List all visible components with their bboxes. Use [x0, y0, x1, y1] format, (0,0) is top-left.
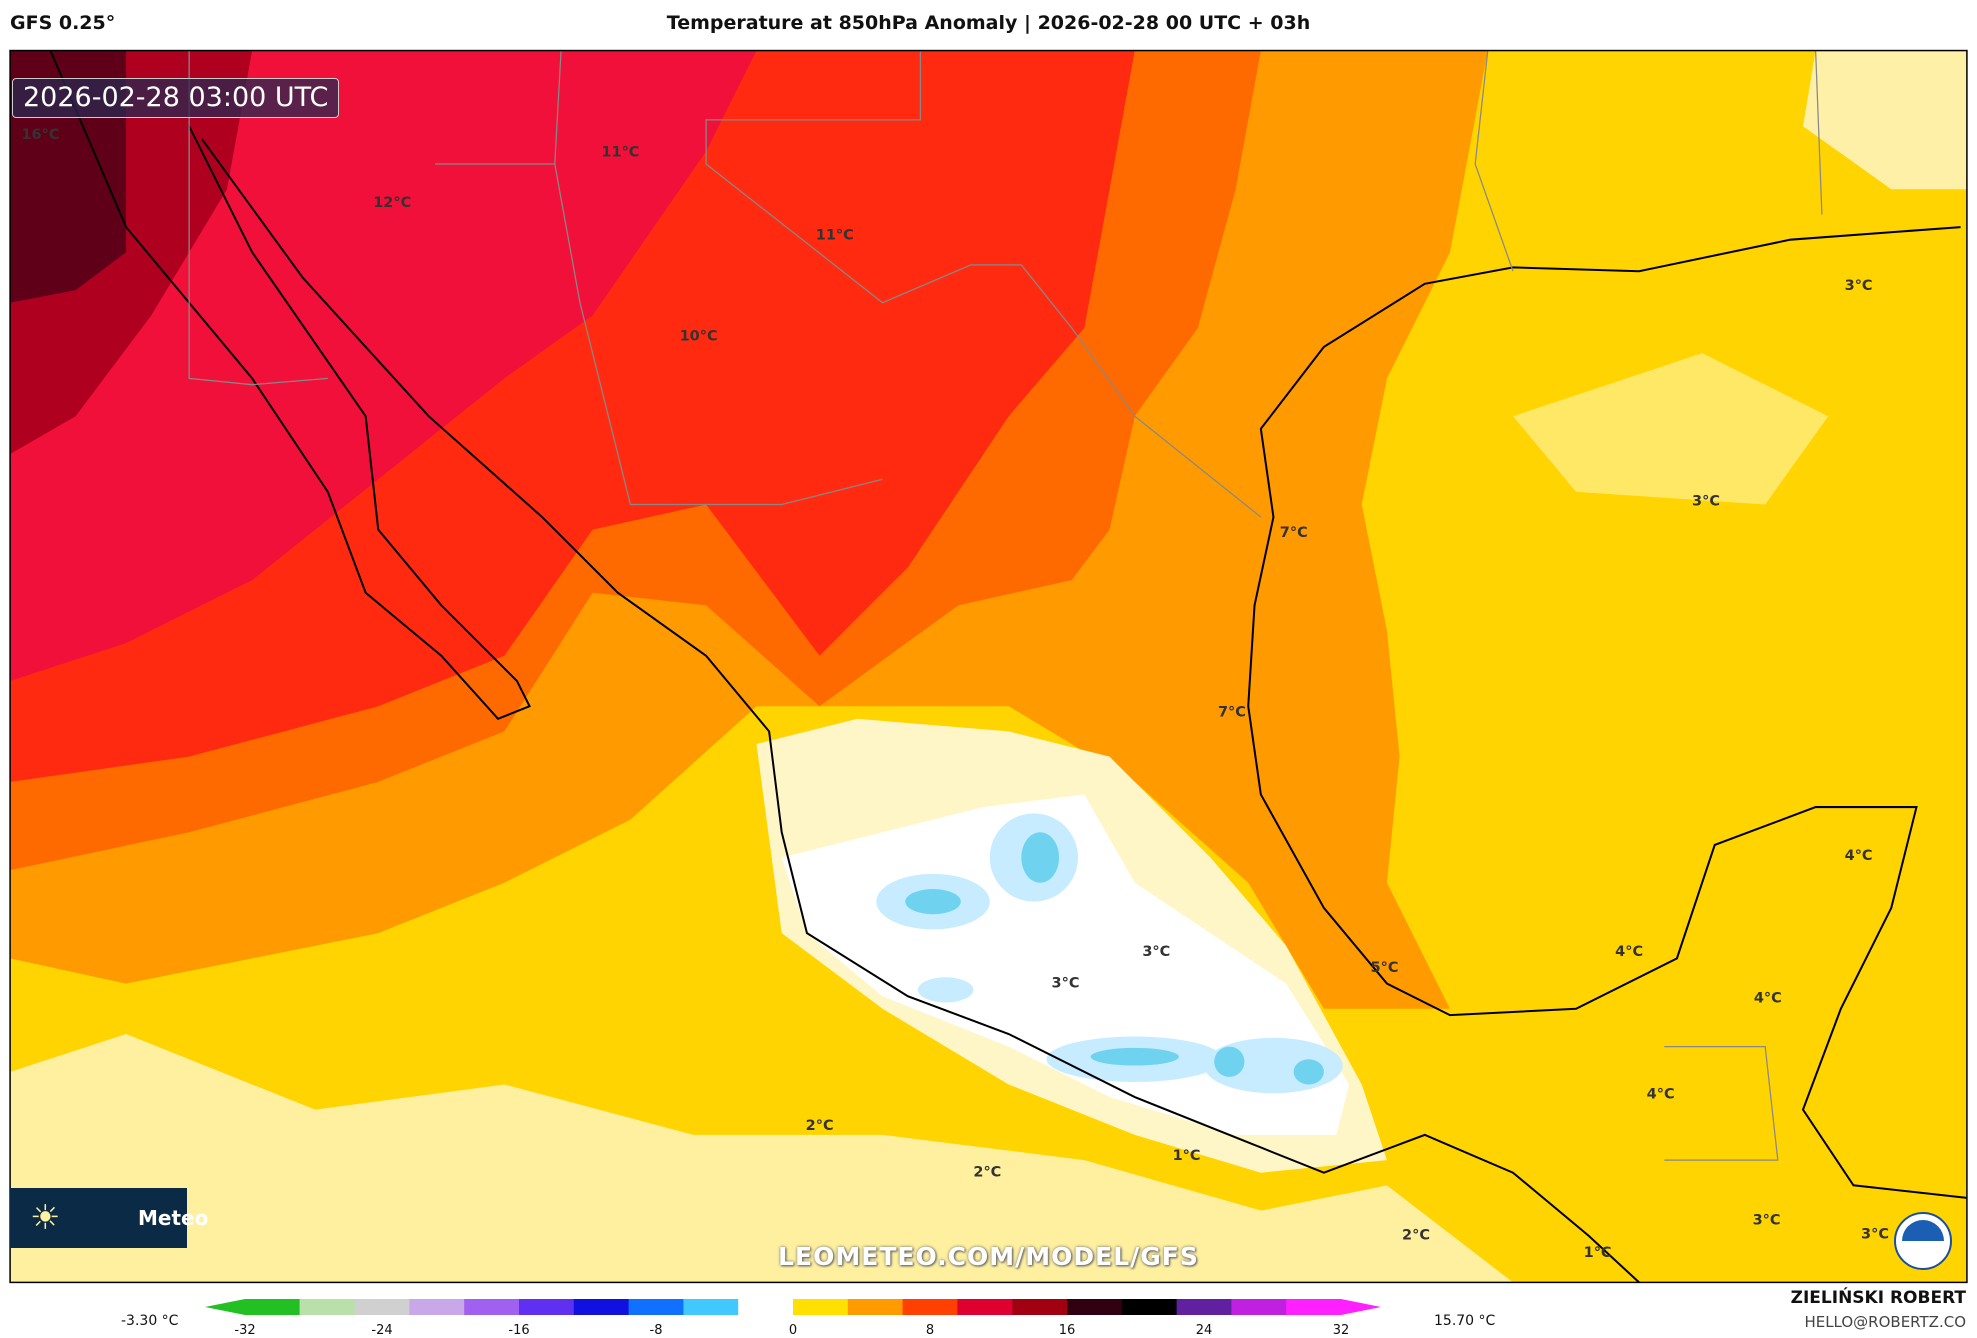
colorbar-segment — [847, 1299, 904, 1315]
contour-labels: 16°C 12°C 11°C 11°C 10°C 3°C 3°C 7°C 7°C… — [21, 127, 1889, 1261]
contour-label: 11°C — [816, 228, 854, 244]
contour-label: 1°C — [1584, 1245, 1612, 1261]
colorbar-tick-label: 32 — [1332, 1323, 1350, 1338]
colorbar-segment — [573, 1299, 630, 1315]
contour-label: 7°C — [1218, 704, 1246, 720]
colorbar — [205, 1299, 1381, 1315]
colorbar-tick-label: 24 — [1195, 1323, 1213, 1338]
gulf-coast — [1247, 226, 1967, 1199]
field-pale-ne — [1803, 50, 1967, 190]
contour-label: 3°C — [1861, 1226, 1889, 1242]
colorbar-segment — [354, 1299, 410, 1315]
contour-label: 2°C — [1402, 1228, 1430, 1244]
colorbar-segment — [1121, 1299, 1178, 1315]
colorbar-max-label: 15.70 °C — [1434, 1313, 1496, 1329]
logo-text: Meteo — [138, 1206, 209, 1230]
pacific-coast — [541, 516, 1640, 1283]
colorbar-tick-label: 8 — [925, 1323, 935, 1338]
contour-label: 16°C — [21, 127, 59, 143]
contour-label: 4°C — [1615, 944, 1643, 960]
colorbar-segment — [1012, 1299, 1068, 1315]
contour-label: 7°C — [1280, 525, 1308, 541]
colorbar-segment — [683, 1299, 739, 1315]
colorbar-segment — [1067, 1299, 1123, 1315]
contour-label: 3°C — [1753, 1212, 1781, 1228]
watermark: LEOMETEO.COM/MODEL/GFS — [778, 1242, 1199, 1271]
colorbar-tick-label: -32 — [234, 1323, 256, 1338]
colorbar-segment — [205, 1299, 300, 1315]
field-cyan-patches — [905, 832, 1324, 1085]
contour-label: 3°C — [1692, 494, 1720, 510]
contour-label: 12°C — [373, 195, 411, 211]
valid-time-badge: 2026-02-28 03:00 UTC — [12, 78, 340, 118]
colorbar-segment — [738, 1299, 794, 1315]
noaa-logo-icon — [1894, 1212, 1952, 1270]
contour-label: 11°C — [601, 144, 639, 160]
contour-label: 10°C — [680, 329, 718, 345]
colorbar-tick-label: -24 — [371, 1323, 393, 1338]
map-frame — [9, 49, 1968, 1284]
contour-label: 4°C — [1647, 1086, 1675, 1102]
coastlines — [49, 50, 1967, 1283]
contour-label: 4°C — [1754, 990, 1782, 1006]
colorbar-segment — [519, 1299, 575, 1315]
colorbar-tick-label: -8 — [649, 1323, 663, 1338]
colorbar-segment — [628, 1299, 684, 1315]
gulf-california-coast — [200, 138, 543, 518]
colorbar-tick-label: 16 — [1058, 1323, 1076, 1338]
contour-label: 3°C — [1142, 944, 1170, 960]
contour-label: 2°C — [806, 1118, 834, 1134]
colorbar-segment — [902, 1299, 958, 1315]
borders — [188, 50, 1823, 1161]
contour-label: 4°C — [1845, 848, 1873, 864]
colorbar-tick-label: 0 — [788, 1323, 798, 1338]
colorbar-segment — [957, 1299, 1013, 1315]
colorbar-segment — [1231, 1299, 1287, 1315]
contour-label: 3°C — [1052, 975, 1080, 991]
colorbar-segment — [464, 1299, 520, 1315]
contour-label: 2°C — [973, 1164, 1001, 1180]
contour-label: 1°C — [1173, 1148, 1201, 1164]
author-name: ZIELIŃSKI ROBERT — [1790, 1288, 1966, 1308]
colorbar-segment — [409, 1299, 465, 1315]
field-light-yellow-south — [10, 1034, 1514, 1283]
model-name: GFS 0.25° — [10, 12, 116, 34]
brand-logo[interactable]: ☀ Meteo — [10, 1188, 208, 1248]
colorbar-segment — [299, 1299, 356, 1315]
contour-label: 5°C — [1371, 960, 1399, 976]
colorbar-min-label: -3.30 °C — [121, 1313, 179, 1329]
colorbar-tick-label: -16 — [508, 1323, 530, 1338]
field-pale-east — [1513, 353, 1829, 505]
colorbar-segment — [1286, 1299, 1381, 1315]
sun-icon: ☀ — [30, 1198, 61, 1238]
colorbar-segment — [1176, 1299, 1232, 1315]
author-email[interactable]: HELLO@ROBERTZ.CO — [1804, 1313, 1966, 1331]
map-title: Temperature at 850hPa Anomaly | 2026-02-… — [666, 12, 1311, 34]
colorbar-segment — [793, 1299, 849, 1315]
contour-label: 3°C — [1845, 278, 1873, 294]
baja-coast — [49, 50, 531, 721]
